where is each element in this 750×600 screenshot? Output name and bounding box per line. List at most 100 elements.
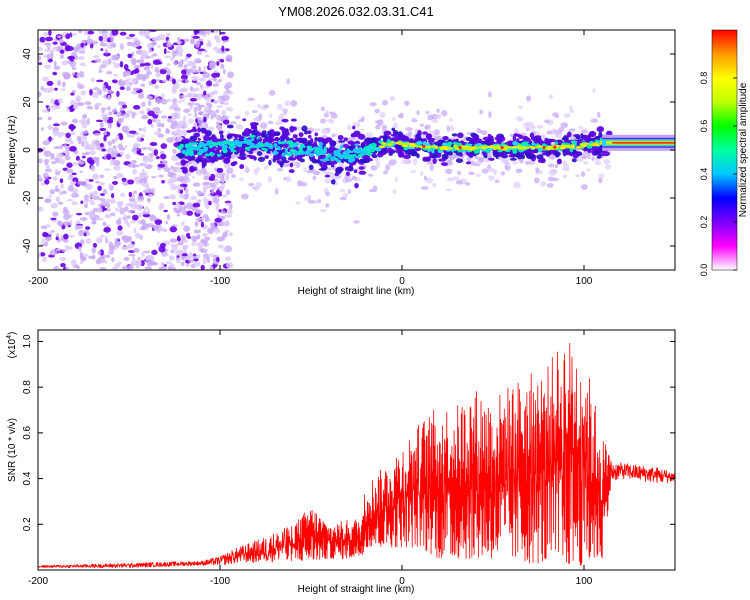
noise-blob — [47, 87, 55, 92]
band-blob — [281, 156, 287, 163]
halo-blob — [247, 97, 255, 102]
noise-blob — [104, 224, 111, 227]
noise-blob — [144, 266, 153, 270]
band-blob — [239, 164, 245, 170]
band-blob — [593, 150, 599, 155]
band-blob — [257, 156, 266, 162]
noise-blob — [76, 43, 81, 51]
noise-blob — [88, 179, 94, 182]
noise-blob — [85, 183, 93, 190]
band-blob — [322, 161, 328, 169]
ridge-peak-blob — [381, 142, 386, 145]
noise-blob — [157, 128, 162, 133]
colorbar-label: Normalized spectral amplitude — [738, 82, 749, 217]
noise-blob — [78, 119, 87, 125]
ridge-blob — [594, 139, 600, 143]
halo-blob — [474, 155, 479, 160]
band-blob — [274, 154, 283, 160]
halo-blob — [551, 112, 560, 117]
noise-blob — [136, 257, 142, 260]
halo-blob — [425, 110, 430, 115]
ridge-blob — [370, 142, 377, 147]
noise-blob — [151, 249, 158, 256]
noise-blob — [138, 127, 143, 131]
ridge-peak-blob — [438, 146, 442, 149]
continuation-max — [612, 141, 675, 144]
halo-blob — [546, 130, 553, 135]
noise-blob — [203, 90, 207, 96]
band-blob — [440, 162, 449, 167]
halo-blob — [449, 124, 454, 132]
halo-blob — [429, 164, 434, 171]
noise-blob — [112, 160, 121, 166]
noise-blob — [76, 136, 82, 140]
halo-blob — [488, 111, 492, 118]
noise-blob — [217, 58, 220, 62]
noise-blob — [65, 266, 70, 270]
noise-blob — [93, 133, 102, 136]
halo-blob — [504, 164, 508, 170]
halo-blob — [578, 126, 583, 130]
noise-blob — [155, 97, 162, 104]
spectrogram-y-label: Frequency (Hz) — [7, 116, 18, 185]
noise-blob — [149, 142, 158, 147]
noise-blob — [79, 170, 83, 173]
halo-blob — [339, 196, 347, 201]
ridge-blob — [281, 152, 287, 157]
band-blob — [234, 134, 238, 139]
band-blob — [566, 131, 572, 138]
noise-blob — [97, 250, 102, 256]
halo-blob — [548, 169, 557, 176]
noise-blob — [84, 101, 92, 106]
noise-blob — [140, 83, 145, 87]
band-blob — [192, 126, 196, 131]
noise-blob — [111, 150, 116, 157]
noise-blob — [150, 64, 154, 69]
halo-blob — [397, 113, 403, 118]
ridge-blob — [218, 143, 223, 147]
noise-blob — [191, 241, 196, 247]
band-blob — [292, 126, 297, 131]
noise-blob — [210, 64, 215, 69]
noise-blob — [63, 221, 70, 227]
band-blob — [271, 133, 277, 137]
halo-blob — [216, 114, 222, 121]
noise-blob — [133, 247, 140, 253]
ridge-peak-blob — [595, 143, 600, 147]
halo-blob — [347, 124, 352, 131]
noise-blob — [163, 264, 167, 267]
noise-blob — [71, 172, 77, 176]
ridge-peak-blob — [411, 144, 416, 147]
noise-blob — [198, 38, 204, 42]
noise-blob — [76, 101, 85, 107]
noise-blob — [193, 229, 199, 234]
noise-blob — [133, 200, 138, 206]
halo-blob — [176, 129, 184, 135]
noise-blob — [166, 42, 173, 48]
noise-blob — [163, 48, 167, 55]
halo-blob — [204, 105, 210, 111]
noise-blob — [157, 167, 162, 171]
noise-blob — [56, 248, 61, 252]
noise-blob — [40, 86, 45, 91]
noise-blob — [88, 213, 95, 218]
noise-blob — [49, 188, 55, 195]
halo-blob — [344, 174, 348, 181]
noise-blob — [180, 234, 185, 240]
noise-blob — [58, 132, 66, 136]
ridge-blob — [209, 141, 216, 145]
ridge-peak-blob — [474, 146, 479, 149]
ridge-blob — [347, 150, 354, 154]
ridge-peak-blob — [560, 147, 566, 150]
band-blob — [307, 130, 312, 135]
band-blob — [516, 153, 523, 160]
noise-blob — [154, 84, 160, 90]
band-blob — [215, 149, 220, 155]
band-blob — [176, 153, 184, 158]
noise-blob — [132, 256, 136, 261]
halo-blob — [539, 181, 547, 187]
noise-blob — [194, 30, 201, 34]
noise-blob — [45, 105, 49, 108]
noise-blob — [165, 220, 169, 225]
ridge-blob — [287, 140, 293, 146]
